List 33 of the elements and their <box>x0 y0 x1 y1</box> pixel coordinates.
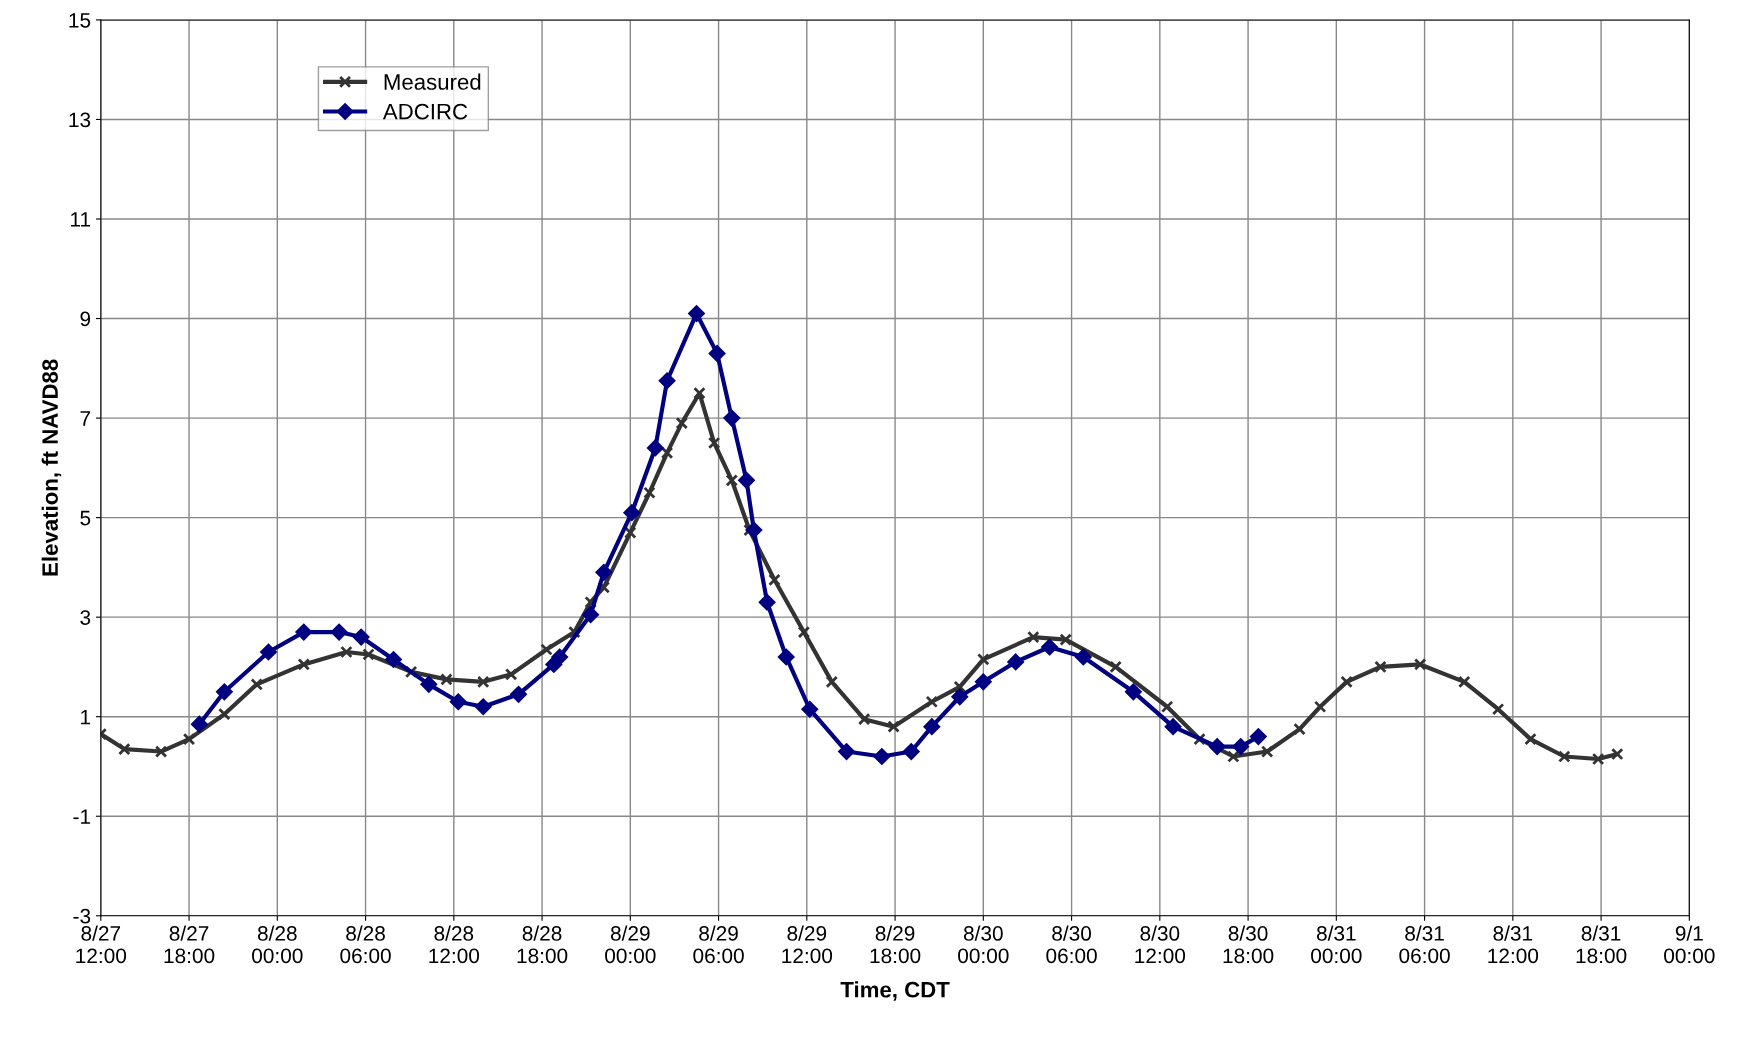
legend-label: ADCIRC <box>382 103 468 120</box>
x-tick-label: 9/1 00:00 <box>1664 925 1715 964</box>
y-tick-label: 11 <box>71 212 91 227</box>
x-tick-label: 8/30 00:00 <box>958 925 1009 964</box>
y-tick-label: -3 <box>73 908 91 924</box>
y-tick-label: 9 <box>80 311 91 327</box>
y-tick-label: 5 <box>80 510 91 526</box>
y-tick-label: 13 <box>69 112 91 128</box>
x-tick-label: 8/29 00:00 <box>605 925 656 964</box>
y-tick-label: 7 <box>80 411 91 426</box>
x-tick-label: 8/31 00:00 <box>1311 925 1362 964</box>
x-tick-label: 8/31 06:00 <box>1399 925 1450 964</box>
x-tick-label: 8/28 18:00 <box>517 925 568 964</box>
y-tick-label: 3 <box>80 610 91 625</box>
y-axis-title: Elevation, ft NAVD88 <box>41 359 62 576</box>
x-tick-label: 8/30 12:00 <box>1135 925 1186 964</box>
x-tick-label: 8/28 06:00 <box>340 925 391 964</box>
y-tick-label: 1 <box>81 709 91 725</box>
x-tick-label: 8/27 18:00 <box>164 925 215 964</box>
legend-label: Measured <box>384 73 481 90</box>
x-tick-label: 8/27 12:00 <box>76 925 127 964</box>
y-tick-label: -1 <box>73 809 91 824</box>
x-axis-title: Time, CDT <box>840 981 950 1001</box>
x-tick-label: 8/28 00:00 <box>252 925 303 964</box>
x-tick-label: 8/31 12:00 <box>1488 925 1539 964</box>
x-tick-label: 8/30 18:00 <box>1223 925 1274 964</box>
y-tick-label: 15 <box>69 13 91 28</box>
x-tick-label: 8/29 06:00 <box>693 925 744 964</box>
x-tick-label: 8/31 18:00 <box>1576 925 1627 964</box>
x-tick-label: 8/29 18:00 <box>870 925 921 964</box>
x-tick-label: 8/29 12:00 <box>782 925 833 964</box>
x-tick-label: 8/30 06:00 <box>1046 925 1097 964</box>
x-tick-label: 8/28 12:00 <box>429 925 480 964</box>
